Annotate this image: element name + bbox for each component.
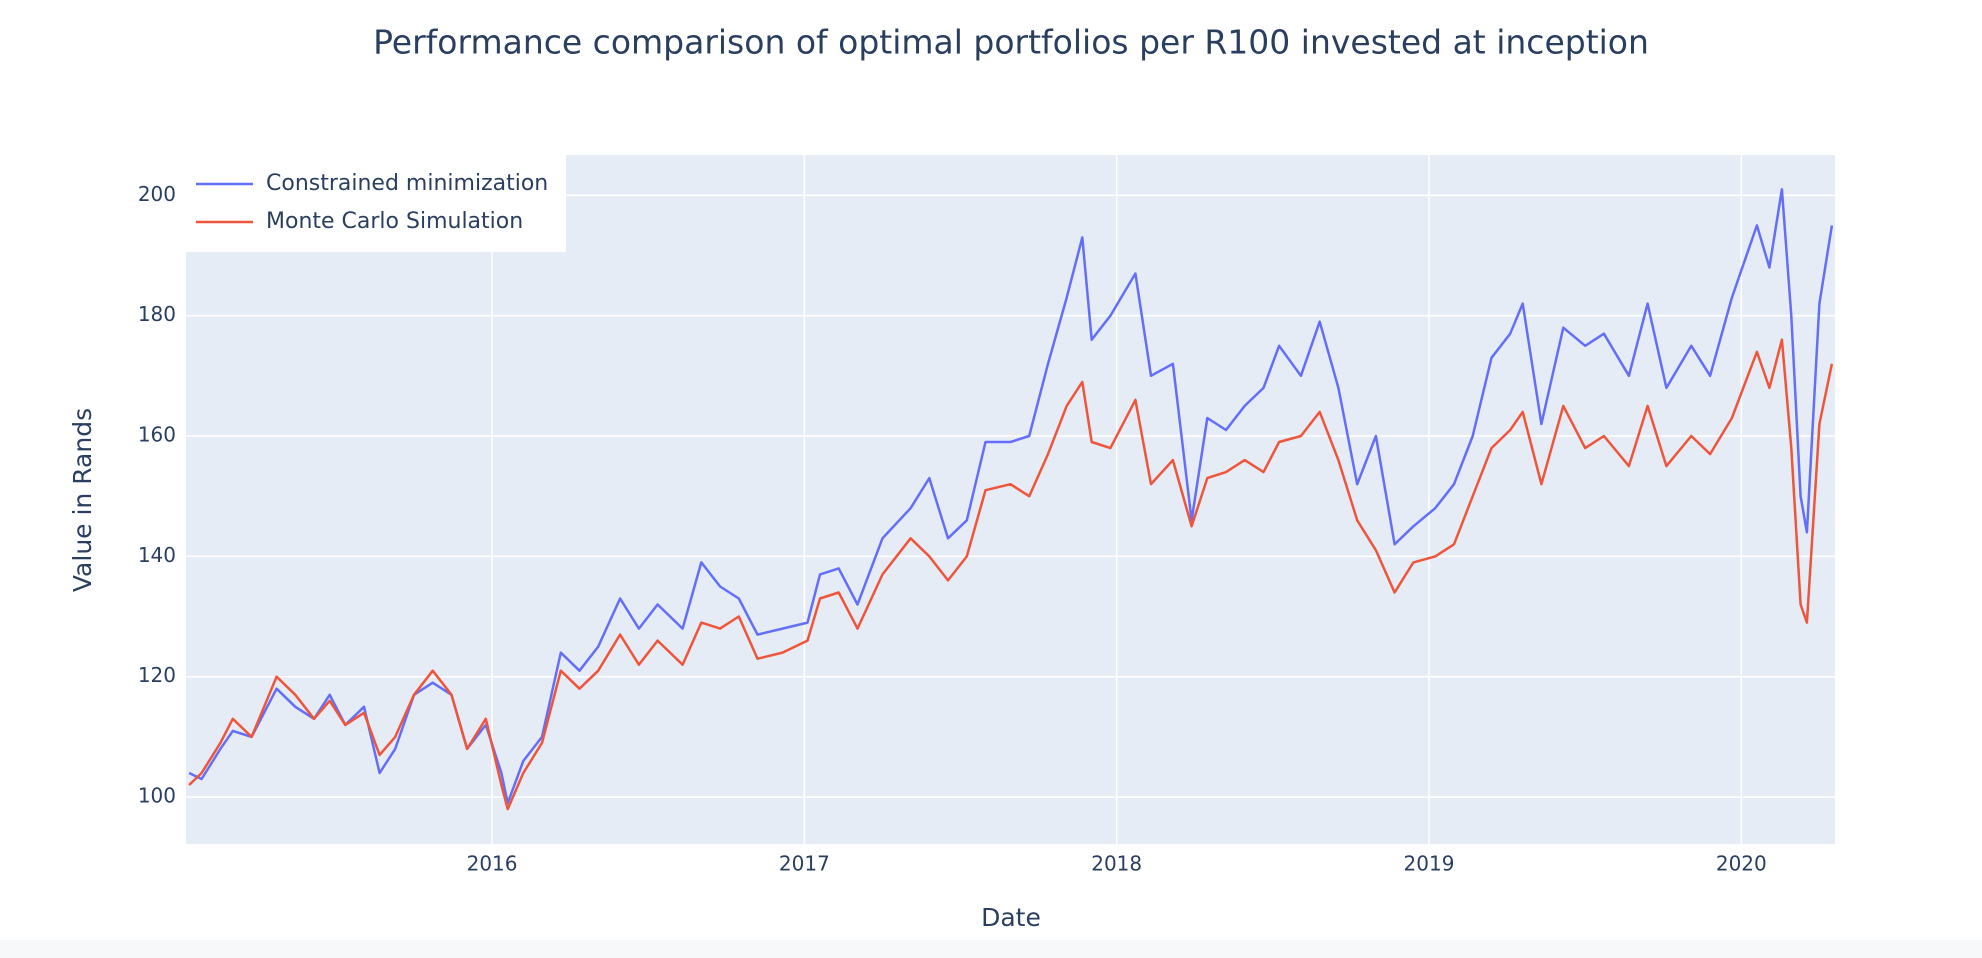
y-axis-title: Value in Rands	[68, 408, 97, 592]
x-tick-label: 2016	[467, 852, 518, 876]
x-tick-label: 2020	[1716, 852, 1767, 876]
series-line	[188, 188, 1834, 805]
y-tick-label: 100	[138, 784, 176, 808]
footer-band	[0, 940, 1982, 958]
chart-title: Performance comparison of optimal portfo…	[373, 23, 1649, 62]
x-axis-title: Date	[981, 903, 1041, 932]
y-tick-label: 160	[138, 423, 176, 447]
y-tick-label: 140	[138, 543, 176, 567]
y-tick-label: 200	[138, 182, 176, 206]
y-tick-label: 180	[138, 302, 176, 326]
x-tick-label: 2017	[779, 852, 830, 876]
legend-box	[186, 155, 566, 252]
x-tick-label: 2019	[1404, 852, 1455, 876]
series-line	[188, 338, 1834, 811]
y-tick-label: 120	[138, 663, 176, 687]
legend-label: Constrained minimization	[266, 171, 548, 196]
x-tick-label: 2018	[1091, 852, 1142, 876]
plot-background	[186, 155, 1835, 844]
legend-label: Monte Carlo Simulation	[266, 209, 523, 234]
